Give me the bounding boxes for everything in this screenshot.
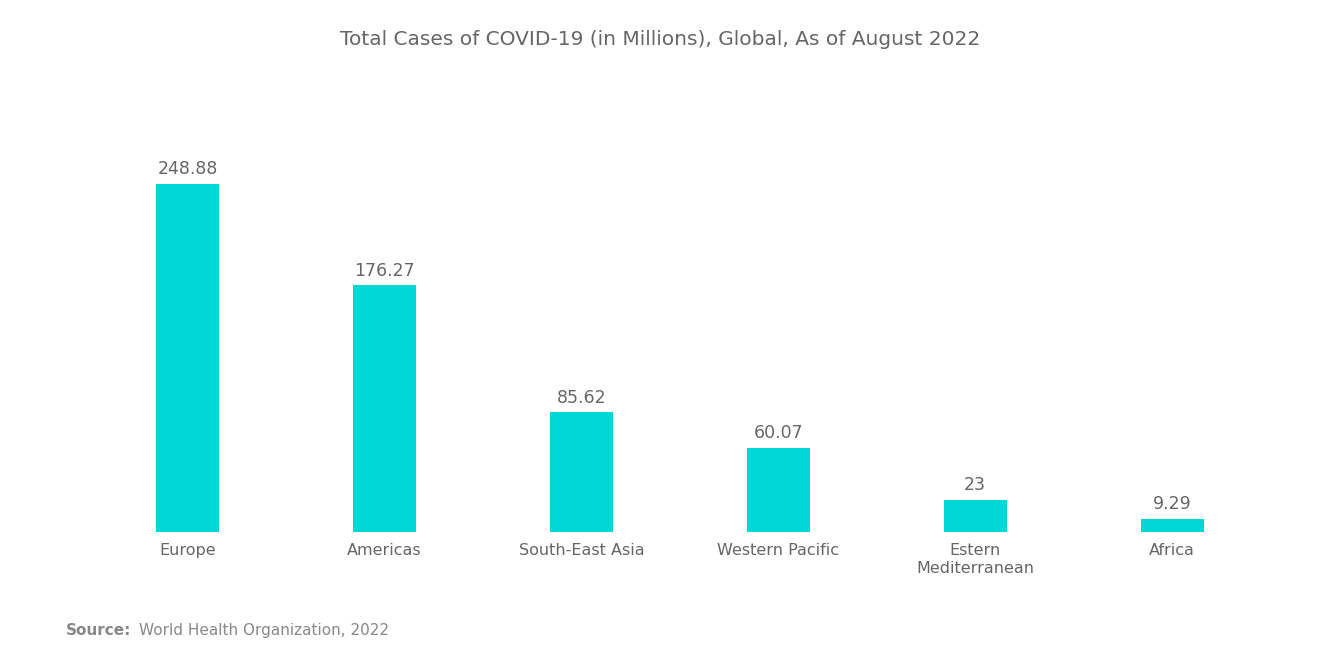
Text: Total Cases of COVID-19 (in Millions), Global, As of August 2022: Total Cases of COVID-19 (in Millions), G… <box>339 30 981 49</box>
Bar <box>550 412 612 532</box>
Text: Source:: Source: <box>66 623 132 638</box>
Text: 23: 23 <box>964 476 986 494</box>
Text: 248.88: 248.88 <box>157 160 218 178</box>
Text: 60.07: 60.07 <box>754 424 803 442</box>
Bar <box>944 500 1007 532</box>
Text: 85.62: 85.62 <box>557 388 606 407</box>
Text: 9.29: 9.29 <box>1152 495 1192 513</box>
Bar <box>352 285 416 532</box>
Text: 176.27: 176.27 <box>354 262 414 280</box>
Bar <box>747 448 809 532</box>
Bar <box>1140 519 1204 532</box>
Bar <box>156 184 219 532</box>
Text: World Health Organization, 2022: World Health Organization, 2022 <box>139 623 388 638</box>
